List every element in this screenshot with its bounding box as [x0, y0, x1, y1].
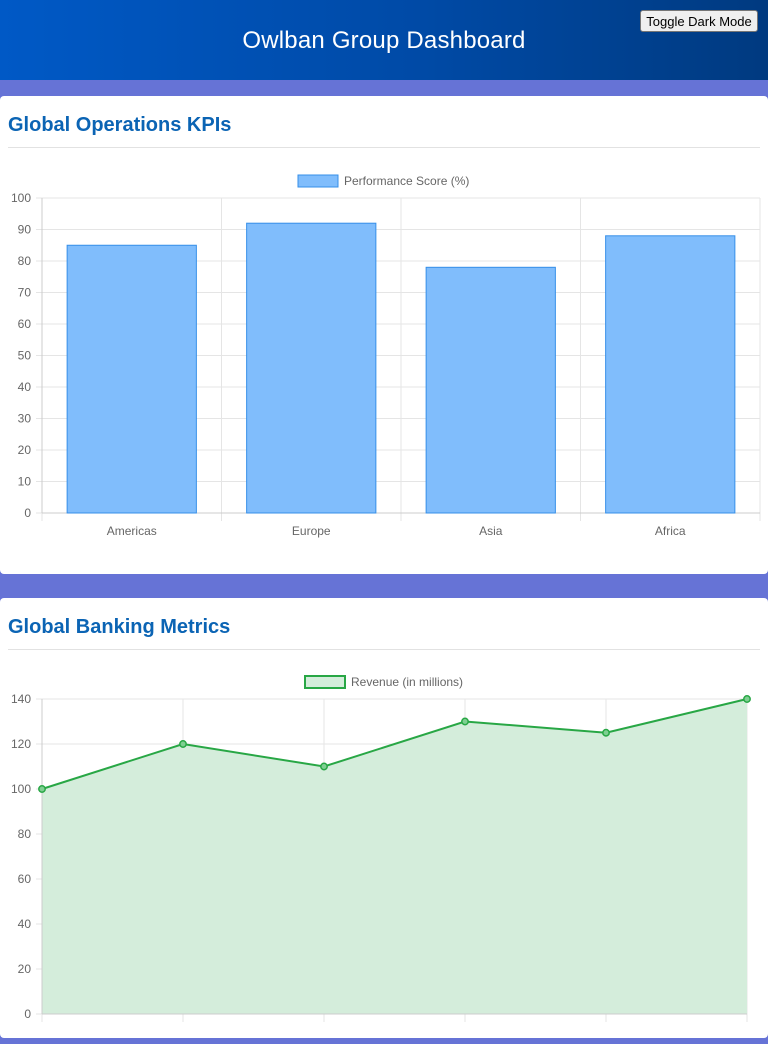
bar — [66, 244, 197, 514]
section-divider — [8, 147, 760, 148]
y-tick-label: 60 — [18, 317, 32, 331]
y-tick-label: 100 — [11, 782, 31, 796]
banking-metrics-card: Global Banking Metrics 0 20 40 60 80 100 120 14… — [0, 598, 768, 1038]
y-tick-label: 30 — [18, 412, 32, 426]
x-tick-label: Africa — [655, 524, 686, 538]
legend-label: Performance Score (%) — [344, 174, 469, 188]
y-tick-label: 40 — [18, 380, 32, 394]
legend-swatch — [297, 174, 339, 188]
y-tick-label: 120 — [11, 737, 31, 751]
y-tick-label: 80 — [18, 827, 32, 841]
data-point — [743, 695, 751, 703]
data-point — [602, 728, 610, 737]
y-tick-label: 140 — [11, 692, 31, 706]
revenue-area-fill — [42, 699, 747, 1014]
y-tick-label: 80 — [18, 254, 32, 268]
y-tick-label: 70 — [18, 286, 32, 300]
banking-section-title: Global Banking Metrics — [8, 616, 231, 638]
data-point — [320, 762, 328, 771]
bar — [425, 266, 556, 514]
operations-kpi-card: Global Operations KPIs 0 10 20 30 40 50 60 70 80… — [0, 96, 768, 574]
y-tick-label: 50 — [18, 349, 32, 363]
y-tick-label: 0 — [24, 1007, 31, 1021]
bar — [605, 235, 736, 514]
x-tick-label: Americas — [107, 524, 157, 538]
y-tick-label: 40 — [18, 917, 32, 931]
y-tick-label: 90 — [18, 223, 32, 237]
x-tick-label: Europe — [292, 524, 331, 538]
data-point — [38, 785, 46, 793]
y-tick-label: 20 — [18, 443, 32, 457]
legend-swatch — [304, 675, 346, 689]
data-point — [461, 717, 469, 726]
legend-label: Revenue (in millions) — [351, 675, 463, 689]
y-tick-label: 60 — [18, 872, 32, 886]
performance-bar-chart: 0 10 20 30 40 50 60 70 80 90 100 Performance Score … — [11, 174, 761, 538]
section-divider — [8, 649, 760, 650]
revenue-area-chart: 0 20 40 60 80 100 120 140 Revenue (in millions) — [11, 675, 751, 1022]
y-tick-label: 10 — [18, 475, 32, 489]
bar — [246, 222, 377, 514]
toggle-dark-mode-button[interactable]: Toggle Dark Mode — [640, 10, 758, 32]
y-tick-label: 100 — [11, 191, 31, 205]
page-title: Owlban Group Dashboard — [242, 27, 526, 54]
y-tick-label: 20 — [18, 962, 32, 976]
dashboard-header: Owlban Group Dashboard Toggle Dark Mode — [0, 0, 768, 80]
x-tick-label: Asia — [479, 524, 503, 538]
data-point — [179, 740, 187, 748]
revenue-line — [41, 698, 748, 790]
y-tick-label: 0 — [24, 506, 31, 520]
operations-section-title: Global Operations KPIs — [8, 114, 232, 136]
